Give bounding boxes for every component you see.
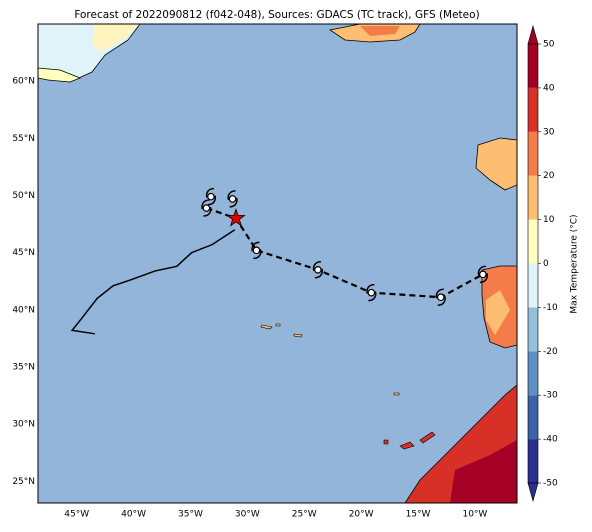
iceland-core <box>360 26 400 36</box>
colorbar-tick-label: 0 <box>543 259 549 269</box>
lat-tick-label: 50°N <box>12 191 35 201</box>
lat-tick-label: 25°N <box>12 477 35 487</box>
cyclone-symbol <box>201 199 212 217</box>
lon-tick-label: 35°W <box>178 510 203 520</box>
lat-tick-label: 45°N <box>12 248 35 258</box>
colorbar-segment <box>528 175 538 220</box>
lon-tick-label: 25°W <box>292 510 317 520</box>
colorbar-tick-label: -10 <box>543 303 558 313</box>
cyclone-symbol <box>477 265 488 284</box>
past-track <box>70 229 236 335</box>
greenland-coast <box>92 24 140 52</box>
map-frame <box>37 23 518 504</box>
colorbar-segment <box>528 219 538 264</box>
cyclone-symbol <box>205 187 217 206</box>
lon-tick-label: 30°W <box>235 510 260 520</box>
canary-islands <box>383 431 436 450</box>
title: Forecast of 2022090812 (f042-048), Sourc… <box>74 9 479 21</box>
cyclone-symbol <box>251 241 262 260</box>
forecast-point <box>228 195 237 203</box>
colorbar-tick-label: -30 <box>543 391 558 401</box>
cyclone-symbol <box>227 190 238 208</box>
lat-tick-label: 60°N <box>12 77 35 87</box>
forecast-point <box>314 265 322 274</box>
colorbar-tick-label: -50 <box>543 479 558 489</box>
forecast-point <box>479 270 487 279</box>
lat-tick-label: 35°N <box>12 362 35 372</box>
forecast-point <box>436 293 445 302</box>
map-area <box>38 24 517 503</box>
colorbar-tick-label: 40 <box>543 83 555 93</box>
colorbar-tick-label: -20 <box>543 347 558 357</box>
lon-tick-label: 20°W <box>349 510 374 520</box>
iberia-coast <box>486 290 510 335</box>
colorbar-segment <box>528 131 538 176</box>
lon-tick-label: 45°W <box>64 510 89 520</box>
colorbar-segment <box>528 44 538 88</box>
colorbar-tick-label: 10 <box>543 215 555 225</box>
cyclone-symbol <box>312 261 323 279</box>
lat-tick-label: 55°N <box>12 134 35 144</box>
forecast-point <box>367 288 376 297</box>
current-position <box>226 208 246 227</box>
forecast-point <box>207 192 215 201</box>
greenland-tip <box>38 67 82 83</box>
lon-tick-label: 15°W <box>406 510 431 520</box>
lon-tick-label: 40°W <box>121 510 146 520</box>
colorbar-tick-label: 30 <box>543 127 555 137</box>
forecast-point <box>252 246 261 255</box>
colorbar-tick-label: -40 <box>543 435 558 445</box>
colorbar-segment <box>528 263 538 308</box>
colorbar-tick-label: 50 <box>543 40 555 50</box>
lon-tick-label: 10°W <box>462 510 487 520</box>
colorbar-label: Max Temperature (°C) <box>570 214 580 313</box>
colorbar-extend-top <box>527 24 539 45</box>
cyclone-symbol <box>435 288 446 306</box>
forecast-point <box>202 204 211 212</box>
ocean <box>38 24 517 503</box>
colorbar-segment <box>528 351 538 396</box>
ireland <box>475 137 517 191</box>
colorbar-segment <box>528 307 538 352</box>
colorbar-segment <box>528 395 538 440</box>
cyclone-symbol <box>366 283 377 302</box>
lat-tick-label: 30°N <box>12 420 35 430</box>
azores <box>260 323 400 396</box>
colorbar-segment <box>528 87 538 132</box>
lat-tick-label: 40°N <box>12 305 35 315</box>
colorbar-extend-bottom <box>527 482 539 503</box>
africa-interior <box>450 440 517 503</box>
colorbar-segment <box>528 439 538 483</box>
colorbar-tick-label: 20 <box>543 171 555 181</box>
